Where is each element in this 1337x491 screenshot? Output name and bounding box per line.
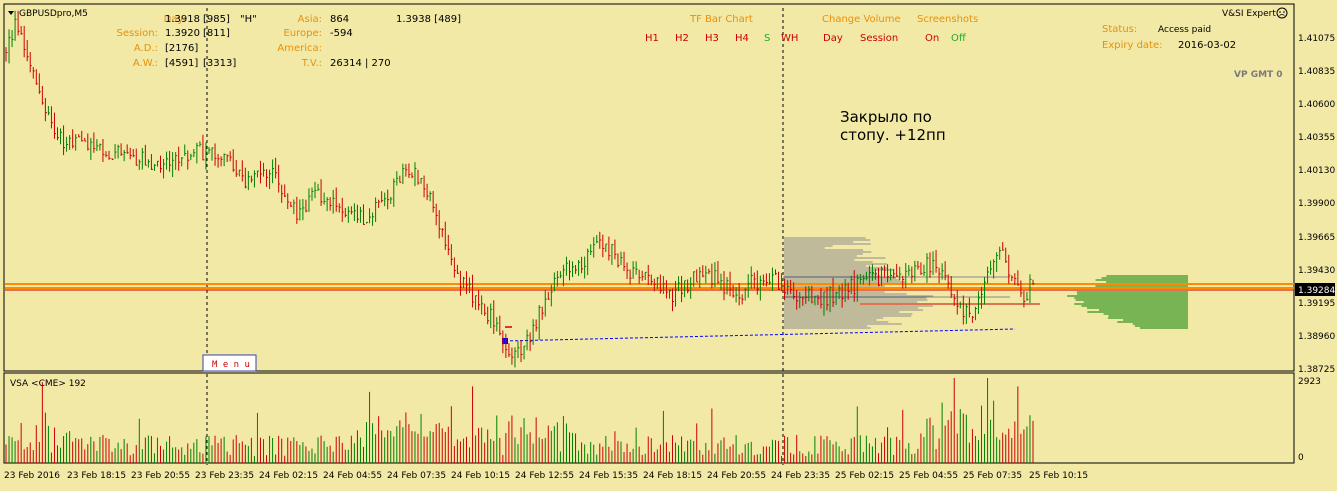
current-price-label-box xyxy=(1295,283,1335,296)
trend-line[interactable] xyxy=(504,328,1016,342)
time-tick: 23 Feb 23:35 xyxy=(195,471,254,481)
ad-label: A.D.: xyxy=(134,43,158,54)
expiry-label: Expiry date: xyxy=(1102,40,1163,51)
tf-button-wh[interactable]: WH xyxy=(781,33,798,44)
tf-button-h3[interactable]: H3 xyxy=(705,33,719,44)
tf-button-h4[interactable]: H4 xyxy=(735,33,749,44)
time-tick: 24 Feb 23:35 xyxy=(771,471,830,481)
price-tick: 1.39195 xyxy=(1298,299,1335,309)
smiley-eye xyxy=(1279,11,1281,13)
volume-pane-frame xyxy=(3,372,1295,464)
day-label: Day: xyxy=(164,14,186,25)
screenshots-off-button[interactable]: Off xyxy=(951,33,967,44)
day-flag: "H" xyxy=(240,14,257,25)
status-label: Status: xyxy=(1102,24,1137,35)
volume-axis-min: 0 xyxy=(1298,453,1304,463)
expert-label: V&SI Expert xyxy=(1222,9,1276,19)
america-label: America: xyxy=(277,43,322,54)
aw-label: A.W.: xyxy=(133,58,158,69)
price-tick: 1.40600 xyxy=(1298,100,1335,110)
asia-label: Asia: xyxy=(298,14,322,25)
tv-label: T.V.: xyxy=(301,58,322,69)
price-tick: 1.40835 xyxy=(1298,67,1335,77)
volume-axis-max: 2923 xyxy=(1298,377,1321,387)
time-tick: 23 Feb 20:55 xyxy=(131,471,190,481)
tf-button-h2[interactable]: H2 xyxy=(675,33,689,44)
aw-value2: [3313] xyxy=(203,58,236,69)
chart-annotation-line2: стопу. +12пп xyxy=(840,126,946,144)
tf-bar-chart-title: TF Bar Chart xyxy=(689,14,753,25)
time-tick: 24 Feb 10:15 xyxy=(451,471,510,481)
symbol-label: GBPUSDpro,M5 xyxy=(19,9,88,19)
smiley-icon xyxy=(1276,7,1288,19)
time-tick: 25 Feb 04:55 xyxy=(899,471,958,481)
expiry-value: 2016-03-02 xyxy=(1178,40,1236,51)
volume-day-button[interactable]: Day xyxy=(823,33,843,44)
price-tick: 1.39430 xyxy=(1298,266,1335,276)
time-tick: 25 Feb 07:35 xyxy=(963,471,1022,481)
session-label: Session: xyxy=(116,28,158,39)
price-tick: 1.41075 xyxy=(1298,34,1335,44)
asia-price: 1.3938 [489] xyxy=(396,14,461,25)
screenshots-title: Screenshots xyxy=(917,14,978,25)
price-axis: 1.41075 1.40835 1.40600 1.40355 1.40130 … xyxy=(1298,34,1335,375)
time-tick: 25 Feb 10:15 xyxy=(1029,471,1088,481)
menu-button[interactable]: M e n u xyxy=(212,360,250,370)
chart-annotation-line1: Закрыло по xyxy=(840,108,932,126)
session-value: 1.3920 xyxy=(165,28,200,39)
day-volume: [985] xyxy=(203,14,230,25)
time-tick: 23 Feb 2016 xyxy=(4,471,60,481)
screenshots-on-button[interactable]: On xyxy=(925,33,939,44)
price-tick: 1.38725 xyxy=(1298,365,1335,375)
smiley-eye xyxy=(1283,11,1285,13)
tf-button-h1[interactable]: H1 xyxy=(645,33,659,44)
day-value: 1.3918 xyxy=(165,14,200,25)
time-tick: 24 Feb 12:55 xyxy=(515,471,574,481)
time-tick: 23 Feb 18:15 xyxy=(67,471,126,481)
europe-value: -594 xyxy=(330,28,353,39)
menu-button-box[interactable] xyxy=(202,354,257,372)
price-candles xyxy=(5,10,1035,368)
time-tick: 24 Feb 20:55 xyxy=(707,471,766,481)
volume-bars xyxy=(5,378,1034,463)
info-panel: Day: 1.3918 [985] "H" Session: 1.3920 [8… xyxy=(116,14,461,69)
price-tick: 1.38960 xyxy=(1298,332,1335,342)
volume-session-button[interactable]: Session xyxy=(860,33,898,44)
price-tick: 1.40355 xyxy=(1298,133,1335,143)
asia-value: 864 xyxy=(330,14,349,25)
europe-label: Europe: xyxy=(283,28,322,39)
time-tick: 24 Feb 02:15 xyxy=(259,471,318,481)
current-price-label: 1.39284 xyxy=(1298,286,1335,296)
time-tick: 24 Feb 04:55 xyxy=(323,471,382,481)
ad-value: [2176] xyxy=(165,43,198,54)
time-tick: 24 Feb 15:35 xyxy=(579,471,638,481)
tf-button-s[interactable]: S xyxy=(764,33,770,44)
time-tick: 24 Feb 07:35 xyxy=(387,471,446,481)
price-tick: 1.39900 xyxy=(1298,199,1335,209)
session-volume: [811] xyxy=(203,28,230,39)
change-volume-title: Change Volume xyxy=(822,14,901,25)
price-tick: 1.40130 xyxy=(1298,166,1335,176)
chevron-down-icon[interactable] xyxy=(8,11,14,15)
time-tick: 25 Feb 02:15 xyxy=(835,471,894,481)
price-tick: 1.39665 xyxy=(1298,233,1335,243)
price-pane-frame xyxy=(3,3,1295,372)
indicator-title: VSA <CME> 192 xyxy=(10,379,86,389)
trend-line-anchor[interactable] xyxy=(502,338,508,344)
aw-value: [4591] xyxy=(165,58,198,69)
status-value: Access paid xyxy=(1158,25,1211,35)
smiley-mouth xyxy=(1279,14,1285,16)
vp-gmt-label: VP GMT 0 xyxy=(1234,70,1283,80)
tv-value: 26314 | 270 xyxy=(330,58,391,69)
time-axis: 23 Feb 2016 23 Feb 18:15 23 Feb 20:55 23… xyxy=(4,471,1088,481)
time-tick: 24 Feb 18:15 xyxy=(643,471,702,481)
